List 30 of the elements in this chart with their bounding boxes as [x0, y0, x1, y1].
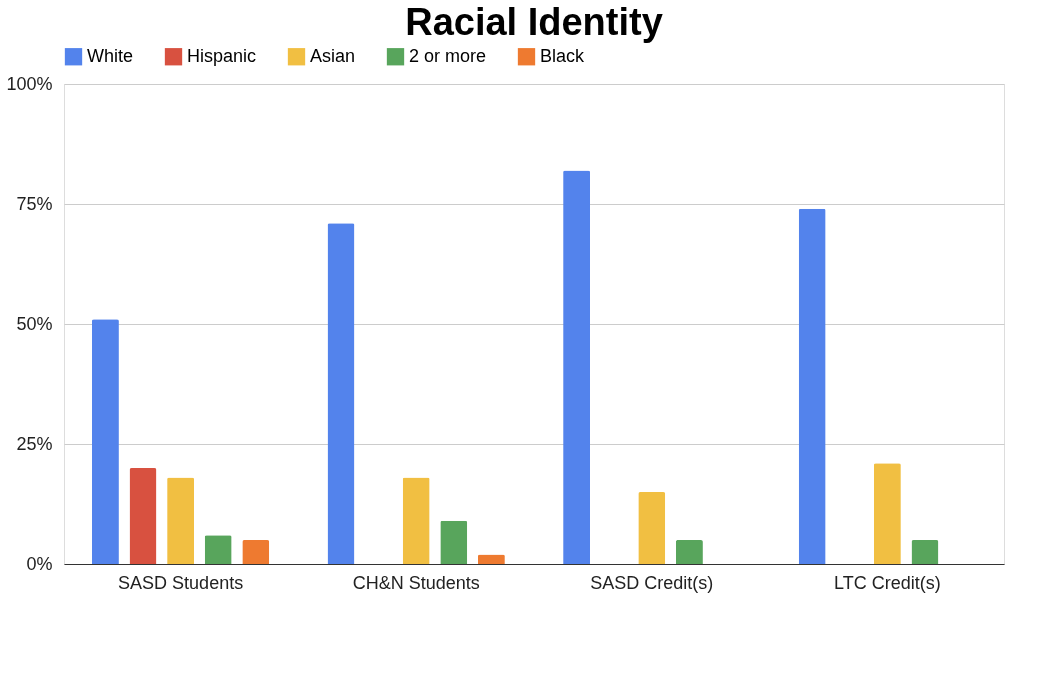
bar: [327, 223, 355, 564]
y-tick-label: 25%: [16, 433, 53, 454]
bar: [204, 535, 232, 564]
y-tick-label: 50%: [16, 313, 53, 334]
chart-title: Racial Identity: [405, 1, 663, 43]
legend-label: White: [87, 45, 134, 66]
x-tick-label: CH&N Students: [352, 572, 480, 593]
bar: [798, 208, 826, 564]
x-tick-label: SASD Credit(s): [590, 572, 714, 593]
bar: [129, 468, 157, 564]
x-tick-label: SASD Students: [118, 572, 244, 593]
legend-label: Asian: [310, 45, 356, 66]
y-tick-label: 0%: [26, 553, 53, 574]
bar: [563, 170, 591, 564]
bar: [91, 319, 119, 564]
x-tick-label: LTC Credit(s): [834, 572, 941, 593]
bar: [402, 477, 430, 564]
y-tick-label: 75%: [16, 193, 53, 214]
y-tick-label: 100%: [6, 73, 53, 94]
bar: [242, 540, 270, 564]
bar: [167, 477, 195, 564]
bar: [638, 492, 666, 564]
bar: [873, 463, 901, 564]
bar: [675, 540, 703, 564]
legend-label: Hispanic: [187, 45, 257, 66]
bar: [477, 554, 505, 564]
legend-label: Black: [540, 45, 586, 66]
bar: [440, 520, 468, 564]
legend-label: 2 or more: [409, 45, 487, 66]
bar: [911, 540, 939, 564]
